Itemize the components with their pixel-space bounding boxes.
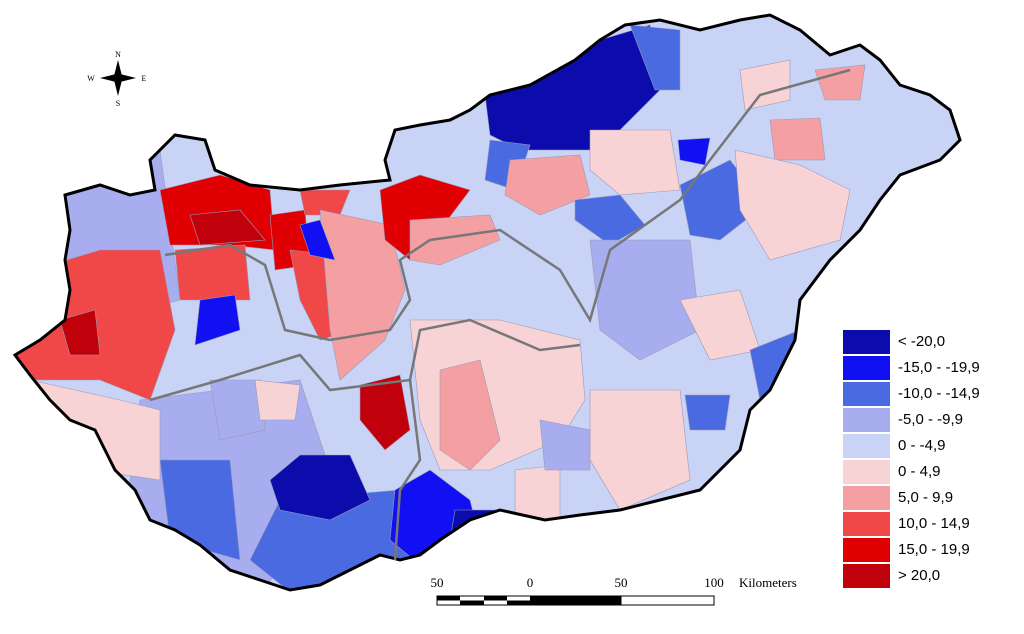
region [194, 294, 241, 346]
region [514, 464, 561, 521]
legend-swatch [843, 382, 890, 406]
region [174, 244, 251, 301]
scale-label: 0 [527, 575, 534, 590]
region [254, 379, 301, 421]
legend-label: 10,0 - 14,9 [898, 515, 970, 532]
scale-bar-segment [484, 596, 507, 601]
region [814, 64, 866, 101]
region [684, 394, 731, 431]
region-border [393, 379, 422, 561]
region [574, 194, 646, 246]
legend-label: -10,0 - -14,9 [898, 385, 980, 402]
scale-bar-segment [437, 596, 460, 601]
legend-label: -5,0 - -9,9 [898, 411, 963, 428]
region [189, 209, 266, 246]
scale-bar-segment [460, 600, 484, 605]
legend-swatch [843, 434, 890, 458]
scale-unit: Kilometers [739, 575, 797, 590]
region [439, 359, 501, 471]
region [299, 219, 336, 261]
legend-swatch [843, 330, 890, 354]
compass-label: S [116, 99, 120, 108]
compass-arrow [100, 74, 120, 82]
region [359, 374, 411, 451]
region [269, 454, 371, 521]
legend-label: -15,0 - -19,9 [898, 359, 980, 376]
legend-swatch [843, 538, 890, 562]
legend-label: 0 - 4,9 [898, 463, 941, 480]
scale-bar-segment [530, 596, 621, 605]
compass: N S E W [87, 50, 146, 108]
region-border [164, 68, 851, 342]
scale-label: 50 [615, 575, 628, 590]
region [734, 149, 851, 261]
compass-label: W [87, 74, 95, 83]
legend-label: < -20,0 [898, 333, 945, 350]
region [209, 379, 266, 441]
region [59, 309, 101, 356]
legend-label: 15,0 - 19,9 [898, 541, 970, 558]
legend-swatch [843, 512, 890, 536]
region [739, 59, 791, 111]
scale-bar-segment [620, 595, 715, 606]
compass-label: N [115, 50, 121, 59]
region [589, 129, 681, 196]
compass-arrow [116, 74, 136, 82]
legend-label: 5,0 - 9,9 [898, 489, 953, 506]
legend-swatch [843, 460, 890, 484]
scale-label: 100 [704, 575, 724, 590]
legend-label: 0 - -4,9 [898, 437, 946, 454]
region [769, 117, 826, 161]
legend-swatch [843, 408, 890, 432]
region [539, 419, 591, 471]
scale-bar: 50 0 50 100 Kilometers [431, 575, 797, 606]
scale-bar-segment [507, 600, 530, 605]
legend: < -20,0 -15,0 - -19,9 -10,0 - -14,9 -5,0 - … [843, 330, 980, 588]
region [504, 154, 591, 216]
region [589, 239, 701, 361]
legend-swatch [843, 486, 890, 510]
region [629, 24, 681, 91]
legend-swatch [843, 356, 890, 380]
legend-swatch [843, 564, 890, 588]
compass-label: E [142, 74, 147, 83]
legend-label: > 20,0 [898, 567, 940, 584]
scale-label: 50 [431, 575, 444, 590]
